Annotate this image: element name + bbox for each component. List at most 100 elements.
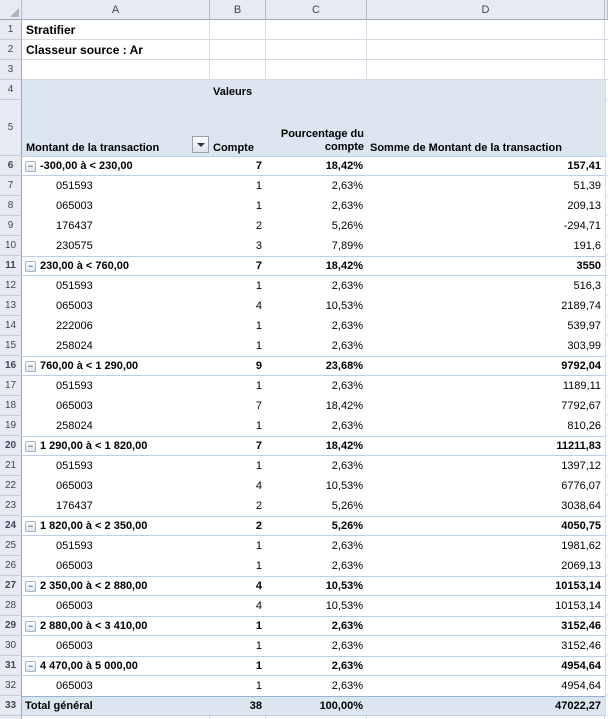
somme-cell[interactable]: 1189,11 bbox=[562, 380, 601, 392]
compte-cell[interactable]: 2 bbox=[255, 220, 262, 232]
row-number[interactable]: 29 bbox=[0, 616, 22, 636]
label-cell[interactable]: − 051593 bbox=[22, 376, 210, 396]
cell-a3[interactable] bbox=[22, 60, 210, 80]
somme-cell[interactable]: 4050,75 bbox=[367, 516, 605, 536]
compte-cell[interactable]: 4 bbox=[255, 600, 262, 612]
label-cell[interactable]: − 065003 bbox=[22, 636, 210, 656]
cell-a1[interactable]: Stratifier bbox=[22, 20, 210, 40]
pourcentage-cell[interactable]: 2,63% bbox=[331, 560, 363, 572]
pourcentage-cell[interactable]: 2,63% bbox=[331, 380, 363, 392]
column-header-b[interactable]: B bbox=[210, 0, 266, 20]
pourcentage-cell[interactable]: 2,63% bbox=[331, 340, 363, 352]
row-number[interactable]: 10 bbox=[0, 236, 22, 256]
cell-c2[interactable] bbox=[266, 40, 367, 60]
row-number[interactable]: 11 bbox=[0, 256, 22, 276]
row-number[interactable]: 18 bbox=[0, 396, 22, 416]
label-cell[interactable]: − 176437 bbox=[22, 496, 210, 516]
total-label-cell[interactable]: Total général bbox=[22, 696, 210, 716]
somme-cell[interactable]: 4954,64 bbox=[367, 656, 605, 676]
pourcentage-header-cell[interactable]: Pourcentage du compte bbox=[266, 100, 367, 156]
pourcentage-cell[interactable]: 5,26% bbox=[331, 220, 363, 232]
label-cell[interactable]: − 051593 bbox=[22, 276, 210, 296]
pourcentage-cell[interactable]: 2,63% bbox=[331, 640, 363, 652]
pourcentage-cell[interactable]: 18,42% bbox=[325, 400, 363, 412]
select-all-corner[interactable] bbox=[0, 0, 22, 20]
filter-dropdown-button[interactable] bbox=[192, 136, 209, 153]
collapse-icon[interactable]: − bbox=[25, 440, 36, 452]
pourcentage-cell[interactable]: 10,53% bbox=[266, 576, 367, 596]
row-number[interactable]: 8 bbox=[0, 196, 22, 216]
compte-header-cell[interactable]: Compte bbox=[210, 100, 266, 156]
row-number[interactable]: 27 bbox=[0, 576, 22, 596]
label-cell[interactable]: − 065003 bbox=[22, 556, 210, 576]
compte-cell[interactable]: 4 bbox=[255, 480, 262, 492]
cell-d2[interactable] bbox=[367, 40, 605, 60]
compte-cell[interactable]: 1 bbox=[255, 320, 262, 332]
row-number[interactable]: 16 bbox=[0, 356, 22, 376]
total-somme-cell[interactable]: 47022,27 bbox=[367, 696, 605, 716]
row-number[interactable]: 25 bbox=[0, 536, 22, 556]
pourcentage-cell[interactable]: 2,63% bbox=[331, 180, 363, 192]
valeurs-label[interactable]: Valeurs bbox=[210, 80, 266, 100]
somme-cell[interactable]: 10153,14 bbox=[367, 576, 605, 596]
pourcentage-cell[interactable]: 10,53% bbox=[325, 300, 363, 312]
pourcentage-cell[interactable]: 10,53% bbox=[325, 600, 363, 612]
row-number[interactable]: 24 bbox=[0, 516, 22, 536]
row-number[interactable]: 21 bbox=[0, 456, 22, 476]
row-number[interactable]: 12 bbox=[0, 276, 22, 296]
row-number[interactable]: 20 bbox=[0, 436, 22, 456]
somme-cell[interactable]: 51,39 bbox=[573, 180, 601, 192]
compte-cell[interactable]: 2 bbox=[210, 516, 266, 536]
somme-cell[interactable]: 191,6 bbox=[573, 240, 601, 252]
pourcentage-cell[interactable]: 18,42% bbox=[266, 156, 367, 176]
row-number[interactable]: 31 bbox=[0, 656, 22, 676]
somme-cell[interactable]: 4954,64 bbox=[561, 680, 601, 692]
somme-cell[interactable]: 3038,64 bbox=[561, 500, 601, 512]
compte-cell[interactable]: 2 bbox=[255, 500, 262, 512]
pourcentage-cell[interactable]: 2,63% bbox=[331, 280, 363, 292]
label-cell[interactable]: − 4 470,00 à 5 000,00 bbox=[22, 656, 210, 676]
row-number[interactable]: 3 bbox=[0, 60, 22, 80]
compte-cell[interactable]: 7 bbox=[210, 256, 266, 276]
compte-cell[interactable]: 1 bbox=[255, 340, 262, 352]
cell-d3[interactable] bbox=[367, 60, 605, 80]
somme-cell[interactable]: 157,41 bbox=[367, 156, 605, 176]
compte-cell[interactable]: 3 bbox=[255, 240, 262, 252]
pourcentage-cell[interactable]: 7,89% bbox=[331, 240, 363, 252]
label-cell[interactable]: − 230575 bbox=[22, 236, 210, 256]
label-cell[interactable]: − 230,00 à < 760,00 bbox=[22, 256, 210, 276]
collapse-icon[interactable]: − bbox=[25, 520, 36, 532]
label-cell[interactable]: − 2 880,00 à < 3 410,00 bbox=[22, 616, 210, 636]
compte-cell[interactable]: 1 bbox=[255, 280, 262, 292]
compte-cell[interactable]: 7 bbox=[210, 156, 266, 176]
somme-cell[interactable]: 11211,83 bbox=[367, 436, 605, 456]
label-cell[interactable]: − 1 820,00 à < 2 350,00 bbox=[22, 516, 210, 536]
compte-cell[interactable]: 1 bbox=[210, 656, 266, 676]
row-number[interactable]: 15 bbox=[0, 336, 22, 356]
pourcentage-cell[interactable]: 18,42% bbox=[266, 256, 367, 276]
pourcentage-cell[interactable]: 10,53% bbox=[325, 480, 363, 492]
somme-cell[interactable]: 2069,13 bbox=[561, 560, 601, 572]
label-cell[interactable]: − 176437 bbox=[22, 216, 210, 236]
row-number[interactable]: 14 bbox=[0, 316, 22, 336]
cell-d1[interactable] bbox=[367, 20, 605, 40]
row-number[interactable]: 2 bbox=[0, 40, 22, 60]
cell-b3[interactable] bbox=[210, 60, 266, 80]
cell-c4[interactable] bbox=[266, 80, 367, 100]
row-number[interactable]: 17 bbox=[0, 376, 22, 396]
somme-cell[interactable]: 6776,07 bbox=[561, 480, 601, 492]
somme-cell[interactable]: 7792,67 bbox=[561, 400, 601, 412]
collapse-icon[interactable]: − bbox=[25, 360, 36, 372]
label-cell[interactable]: − -300,00 à < 230,00 bbox=[22, 156, 210, 176]
pourcentage-cell[interactable]: 2,63% bbox=[266, 656, 367, 676]
row-number[interactable]: 19 bbox=[0, 416, 22, 436]
compte-cell[interactable]: 1 bbox=[255, 180, 262, 192]
compte-cell[interactable]: 4 bbox=[210, 576, 266, 596]
row-number[interactable]: 26 bbox=[0, 556, 22, 576]
collapse-icon[interactable]: − bbox=[25, 660, 36, 672]
pourcentage-cell[interactable]: 2,63% bbox=[331, 420, 363, 432]
somme-cell[interactable]: 10153,14 bbox=[555, 600, 601, 612]
row-number[interactable]: 13 bbox=[0, 296, 22, 316]
pourcentage-cell[interactable]: 2,63% bbox=[331, 460, 363, 472]
somme-cell[interactable]: 516,3 bbox=[573, 280, 601, 292]
